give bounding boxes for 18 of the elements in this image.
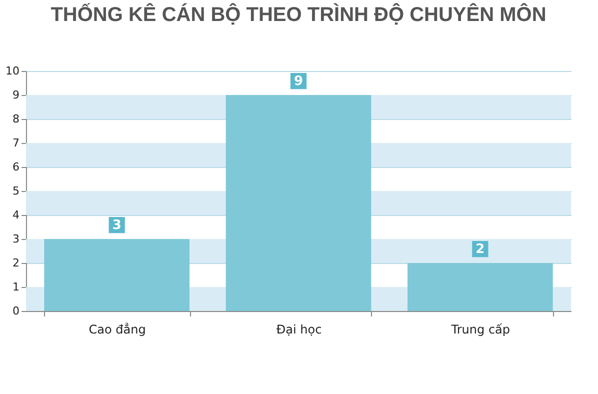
y-tick-label: 7: [12, 136, 20, 150]
data-label: 9: [294, 74, 304, 89]
y-tick-label: 0: [12, 304, 20, 318]
x-tick-label: Trung cấp: [450, 322, 510, 336]
y-tick-label: 6: [12, 160, 20, 174]
y-tick-label: 5: [12, 184, 20, 198]
y-tick-label: 9: [12, 88, 20, 102]
y-tick-label: 10: [6, 64, 20, 78]
y-tick-label: 1: [12, 280, 20, 294]
data-label: 3: [112, 218, 122, 233]
x-tick-label: Cao đẳng: [88, 322, 146, 336]
y-tick-label: 8: [12, 112, 20, 126]
x-tick-label: Đại học: [276, 322, 322, 336]
y-tick-label: 3: [12, 232, 20, 246]
data-label: 2: [476, 242, 485, 257]
chart-title: THỐNG KÊ CÁN BỘ THEO TRÌNH ĐỘ CHUYÊN MÔN: [50, 3, 546, 26]
y-tick-label: 2: [12, 256, 20, 270]
y-tick-label: 4: [12, 208, 20, 222]
